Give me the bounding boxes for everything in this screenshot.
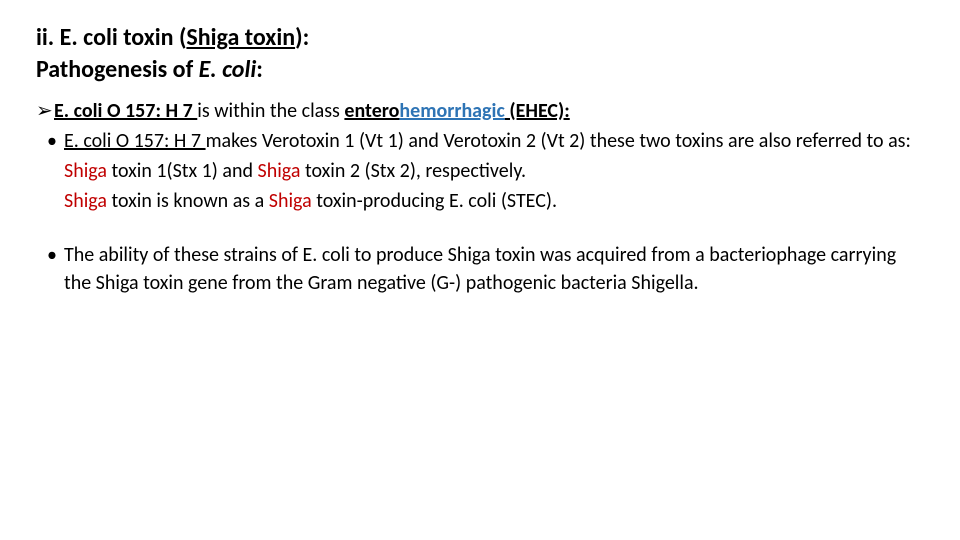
- plain-text: toxin is known as a: [107, 189, 269, 213]
- arrow-bullet-row: ➢ E. coli O 157: H 7 is within the class…: [36, 97, 924, 125]
- heading-text: Pathogenesis of: [36, 55, 199, 84]
- heading-italic: E. coli: [199, 55, 257, 84]
- heading-text: :: [256, 55, 263, 84]
- shiga-word: Shiga: [64, 159, 107, 183]
- heading-text: ii. E. coli toxin (: [36, 23, 186, 52]
- ehec-prefix: entero: [344, 99, 399, 123]
- spacer: [36, 217, 924, 241]
- sub-line: Shiga toxin 1(Stx 1) and Shiga toxin 2 (…: [36, 157, 924, 185]
- plain-text: is within the class: [197, 99, 344, 123]
- bullet-row: • E. coli O 157: H 7 makes Verotoxin 1 (…: [36, 127, 924, 155]
- ecoli-strain-underline: E. coli O 157: H 7: [64, 129, 206, 153]
- ehec-hemorrhagic: hemorrhagic: [399, 99, 504, 123]
- bullet-marker-icon: •: [40, 127, 64, 155]
- slide: ii. E. coli toxin (Shiga toxin): Pathoge…: [0, 0, 960, 297]
- shiga-word: Shiga: [64, 189, 107, 213]
- plain-text: toxin-producing E. coli (STEC).: [312, 189, 557, 213]
- ecoli-strain: E. coli O 157: H 7: [54, 99, 197, 123]
- shiga-word: Shiga: [258, 159, 301, 183]
- heading-line-1: ii. E. coli toxin (Shiga toxin):: [36, 22, 924, 54]
- heading-underline: Shiga toxin: [186, 23, 295, 52]
- bullet-content: E. coli O 157: H 7 makes Verotoxin 1 (Vt…: [64, 127, 924, 155]
- shiga-word: Shiga: [269, 189, 312, 213]
- slide-body: ➢ E. coli O 157: H 7 is within the class…: [36, 97, 924, 297]
- bullet-row: • The ability of these strains of E. col…: [36, 241, 924, 297]
- arrow-marker-icon: ➢: [36, 97, 54, 125]
- ehec-suffix: (EHEC):: [505, 99, 570, 123]
- plain-text: makes Verotoxin 1 (Vt 1) and Verotoxin 2…: [206, 129, 911, 153]
- sub-line: Shiga toxin is known as a Shiga toxin-pr…: [36, 187, 924, 215]
- bullet-content: The ability of these strains of E. coli …: [64, 241, 924, 297]
- plain-text: toxin 1(Stx 1) and: [107, 159, 258, 183]
- plain-text: toxin 2 (Stx 2), respectively.: [300, 159, 526, 183]
- heading-text: ):: [295, 23, 309, 52]
- bullet-marker-icon: •: [40, 241, 64, 269]
- slide-heading: ii. E. coli toxin (Shiga toxin): Pathoge…: [36, 22, 924, 87]
- plain-text: The ability of these strains of E. coli …: [64, 243, 896, 295]
- arrow-line-content: E. coli O 157: H 7 is within the class e…: [54, 97, 924, 125]
- heading-line-2: Pathogenesis of E. coli:: [36, 54, 924, 86]
